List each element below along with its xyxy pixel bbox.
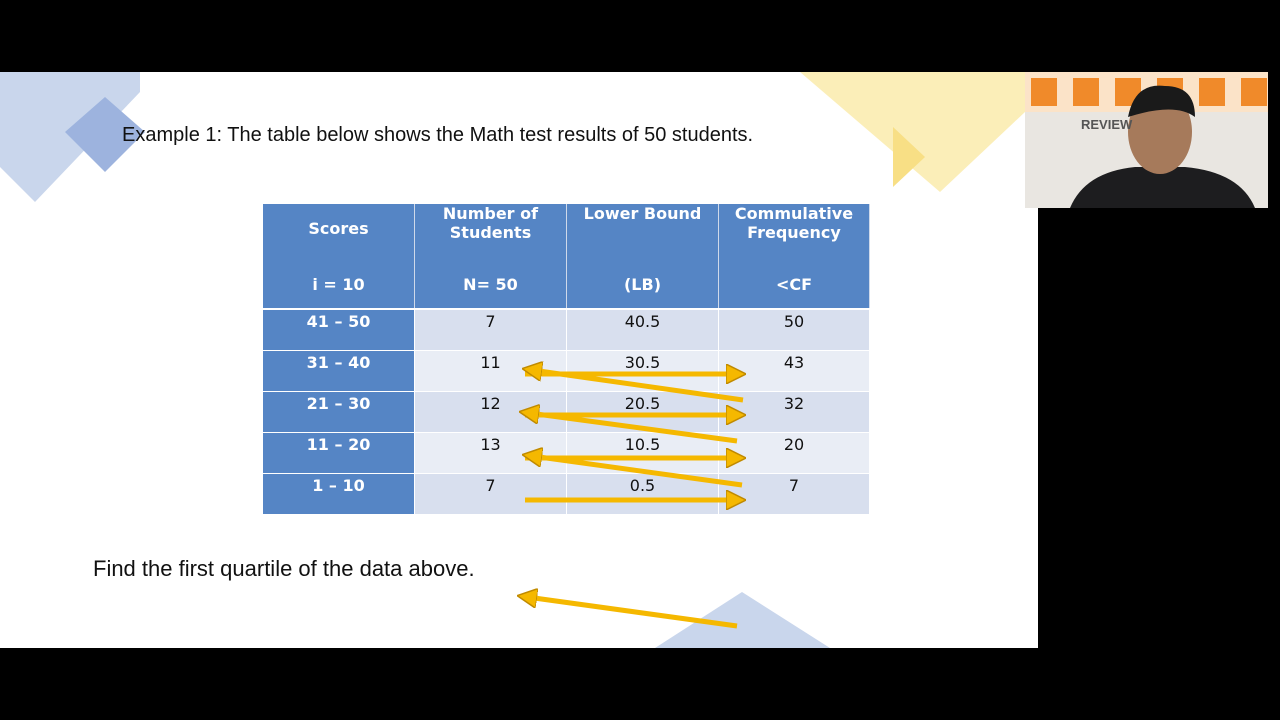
table-cell: 20.5 [567,392,719,432]
table-cell: 7 [415,474,567,514]
table-cell: 50 [719,310,870,350]
table-cell: 1 – 10 [263,474,415,514]
header-text: Commulative Frequency [734,204,854,242]
header-text: Lower Bound [583,204,702,223]
webcam-label: REVIEW [1081,117,1133,132]
table-cell: 10.5 [567,433,719,473]
decoration [0,72,1025,648]
webcam: REVIEW [1025,72,1268,208]
shape [893,127,925,187]
header-text: <CF [775,275,813,294]
table-cell: 12 [415,392,567,432]
slide: Example 1: The table below shows the Mat… [0,72,1038,648]
shape [800,72,1025,192]
table-cell: 7 [415,310,567,350]
shape [65,97,145,172]
header-text: Number of Students [442,204,539,242]
title: Example 1: The table below shows the Mat… [122,124,754,146]
header-text: (LB) [623,275,661,294]
question: Find the first quartile of the data abov… [93,556,475,581]
table-cell: 40.5 [567,310,719,350]
header-text: Scores [308,219,369,238]
table-cell: 41 – 50 [263,310,415,350]
header-text: i = 10 [312,275,365,294]
header-cell: Scores i = 10 [263,204,415,308]
table-cell: 21 – 30 [263,392,415,432]
header-cell: Commulative Frequency <CF [719,204,870,308]
header-cell: Number of Students N= 50 [415,204,567,308]
webcam-image [1025,72,1268,208]
table-cell: 11 – 20 [263,433,415,473]
shape [655,592,830,648]
header-text: N= 50 [463,275,518,294]
header-cell: Lower Bound (LB) [567,204,719,308]
table-cell: 31 – 40 [263,351,415,391]
